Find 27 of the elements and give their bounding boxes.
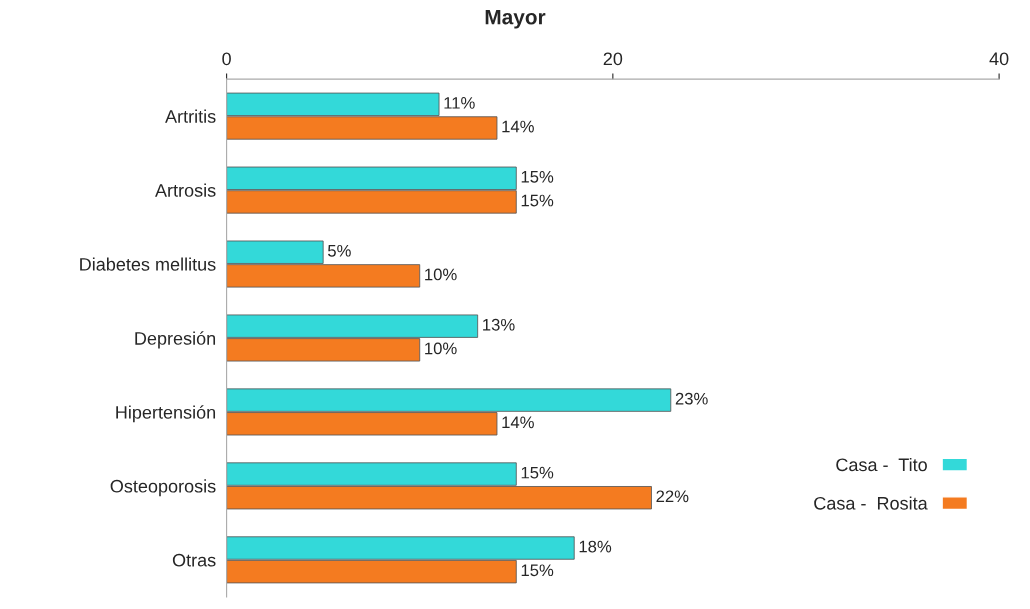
data-label: 15% xyxy=(521,466,554,479)
data-label: 5% xyxy=(328,244,351,257)
data-label: 14% xyxy=(502,120,534,133)
data-label: 15% xyxy=(521,194,554,207)
chart-title: Mayor xyxy=(485,9,546,29)
data-label: 10% xyxy=(425,342,457,355)
data-label: 15% xyxy=(521,171,554,183)
y-tick-label: Otras xyxy=(172,553,216,567)
y-tick-label: Osteoporosis xyxy=(110,479,216,497)
y-tick-label: Depresión xyxy=(135,331,216,349)
x-tick-label: 20 xyxy=(603,52,623,66)
legend-label: Casa - Tito xyxy=(836,457,927,472)
data-label: 13% xyxy=(483,318,515,331)
legend-label: Casa - Rosita xyxy=(814,496,928,510)
y-tick-label: Diabetes mellitus xyxy=(80,257,216,271)
y-tick-label: Artritis xyxy=(165,109,216,123)
x-tick-label: 40 xyxy=(989,52,1009,66)
data-label: 22% xyxy=(656,490,689,503)
y-tick-label: Hipertensión xyxy=(116,405,216,423)
x-tick-label: 0 xyxy=(222,52,231,66)
data-label: 14% xyxy=(502,416,534,429)
data-label: 23% xyxy=(675,392,708,405)
data-label: 18% xyxy=(579,540,612,553)
data-label: 15% xyxy=(521,564,554,577)
data-label: 10% xyxy=(425,268,457,281)
y-tick-label: Artrosis xyxy=(155,183,216,197)
data-label: 11% xyxy=(444,97,475,109)
